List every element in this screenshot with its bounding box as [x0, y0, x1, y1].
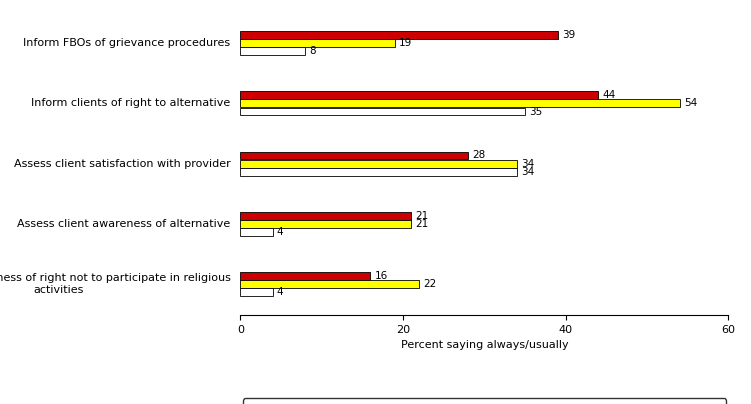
Bar	[240, 288, 273, 296]
Text: 21: 21	[415, 211, 429, 221]
Bar	[240, 220, 412, 228]
Text: 35: 35	[529, 107, 542, 116]
Bar	[240, 99, 680, 107]
Text: 22: 22	[424, 279, 436, 289]
Bar	[240, 91, 599, 99]
Text: 44: 44	[602, 90, 616, 100]
Text: 4: 4	[277, 287, 284, 297]
Bar	[240, 47, 306, 55]
Text: 16: 16	[375, 271, 388, 281]
Text: 39: 39	[562, 30, 575, 40]
Text: 54: 54	[683, 99, 697, 108]
X-axis label: Percent saying always/usually: Percent saying always/usually	[400, 341, 569, 350]
Bar	[240, 212, 412, 220]
Bar	[240, 168, 517, 176]
Bar	[240, 39, 395, 47]
Bar	[240, 107, 525, 116]
Text: 34: 34	[521, 159, 534, 168]
Bar	[240, 272, 370, 280]
Bar	[240, 31, 558, 39]
Text: 8: 8	[309, 46, 316, 56]
Text: 19: 19	[399, 38, 412, 48]
Text: 21: 21	[415, 219, 429, 229]
Legend: State SAPT Agencies, Local TANF Agencies, State TANF Agencies: State SAPT Agencies, Local TANF Agencies…	[243, 398, 725, 404]
Text: 4: 4	[277, 227, 284, 237]
Bar	[240, 280, 419, 288]
Text: 28: 28	[472, 150, 485, 160]
Text: 34: 34	[521, 167, 534, 177]
Bar	[240, 160, 517, 168]
Bar	[240, 152, 468, 160]
Bar	[240, 228, 273, 236]
